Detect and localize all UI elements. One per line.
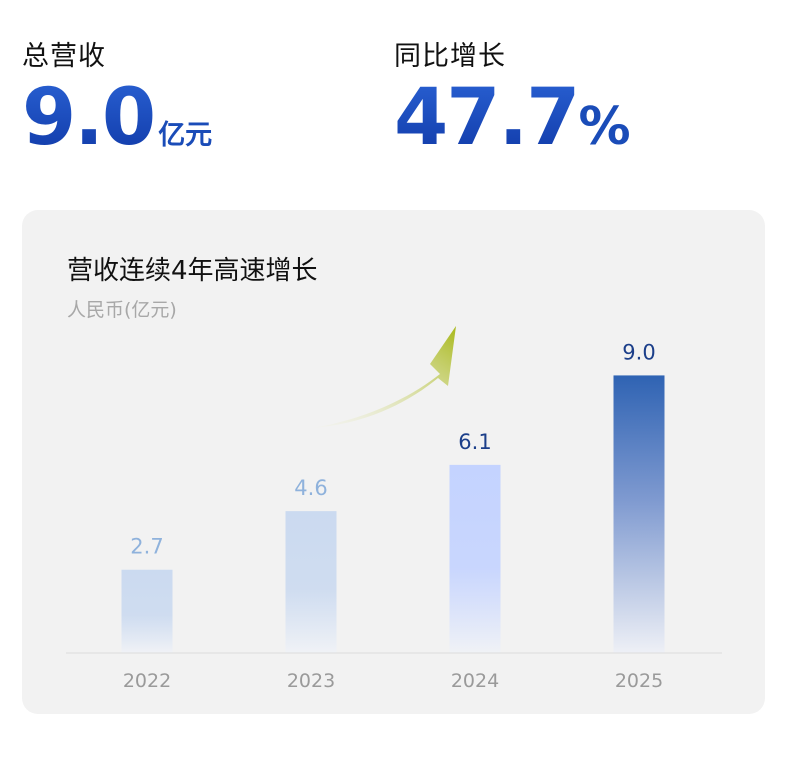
chart-card: 营收连续4年高速增长 人民币(亿元) 2.7 4.6 6.1 9.0 2022 2023… (22, 210, 765, 714)
bars-layer (121, 375, 665, 653)
kpi-growth: 同比增长 47.7% (394, 34, 631, 161)
kpi-revenue: 总营收 9.0 亿元 (22, 34, 212, 161)
value-label-2022: 2.7 (130, 535, 163, 559)
value-label-2024: 6.1 (458, 430, 491, 454)
bar-2023 (285, 511, 337, 653)
growth-arrow-layer (312, 326, 456, 428)
chart-unit-label: 人民币(亿元) (67, 299, 177, 321)
kpi-revenue-value-row: 9.0 亿元 (22, 75, 212, 161)
x-tick-2023: 2023 (287, 670, 335, 692)
kpi-revenue-label: 总营收 (22, 41, 106, 72)
value-labels-layer: 2.7 4.6 6.1 9.0 (130, 340, 655, 558)
growth-arrow (312, 326, 456, 428)
kpi-growth-value: 47.7 (394, 73, 580, 163)
value-label-2023: 4.6 (294, 476, 327, 500)
x-tick-2022: 2022 (123, 670, 171, 692)
kpi-growth-unit: % (578, 97, 631, 157)
bar-2025 (613, 375, 665, 653)
x-tick-2025: 2025 (615, 670, 663, 692)
kpi-growth-label: 同比增长 (394, 41, 506, 72)
value-label-2025: 9.0 (622, 340, 655, 364)
kpi-growth-value-row: 47.7% (394, 75, 631, 161)
x-tick-2024: 2024 (451, 670, 499, 692)
kpi-revenue-unit: 亿元 (158, 120, 213, 151)
bar-2022 (121, 569, 173, 653)
bar-2024 (449, 464, 501, 653)
chart-title: 营收连续4年高速增长 (67, 256, 318, 286)
kpi-revenue-value: 9.0 (22, 73, 156, 163)
x-axis-layer: 2022 2023 2024 2025 (66, 652, 722, 692)
revenue-bar-chart: 2.7 4.6 6.1 9.0 2022 2023 2024 2025 (66, 326, 722, 692)
